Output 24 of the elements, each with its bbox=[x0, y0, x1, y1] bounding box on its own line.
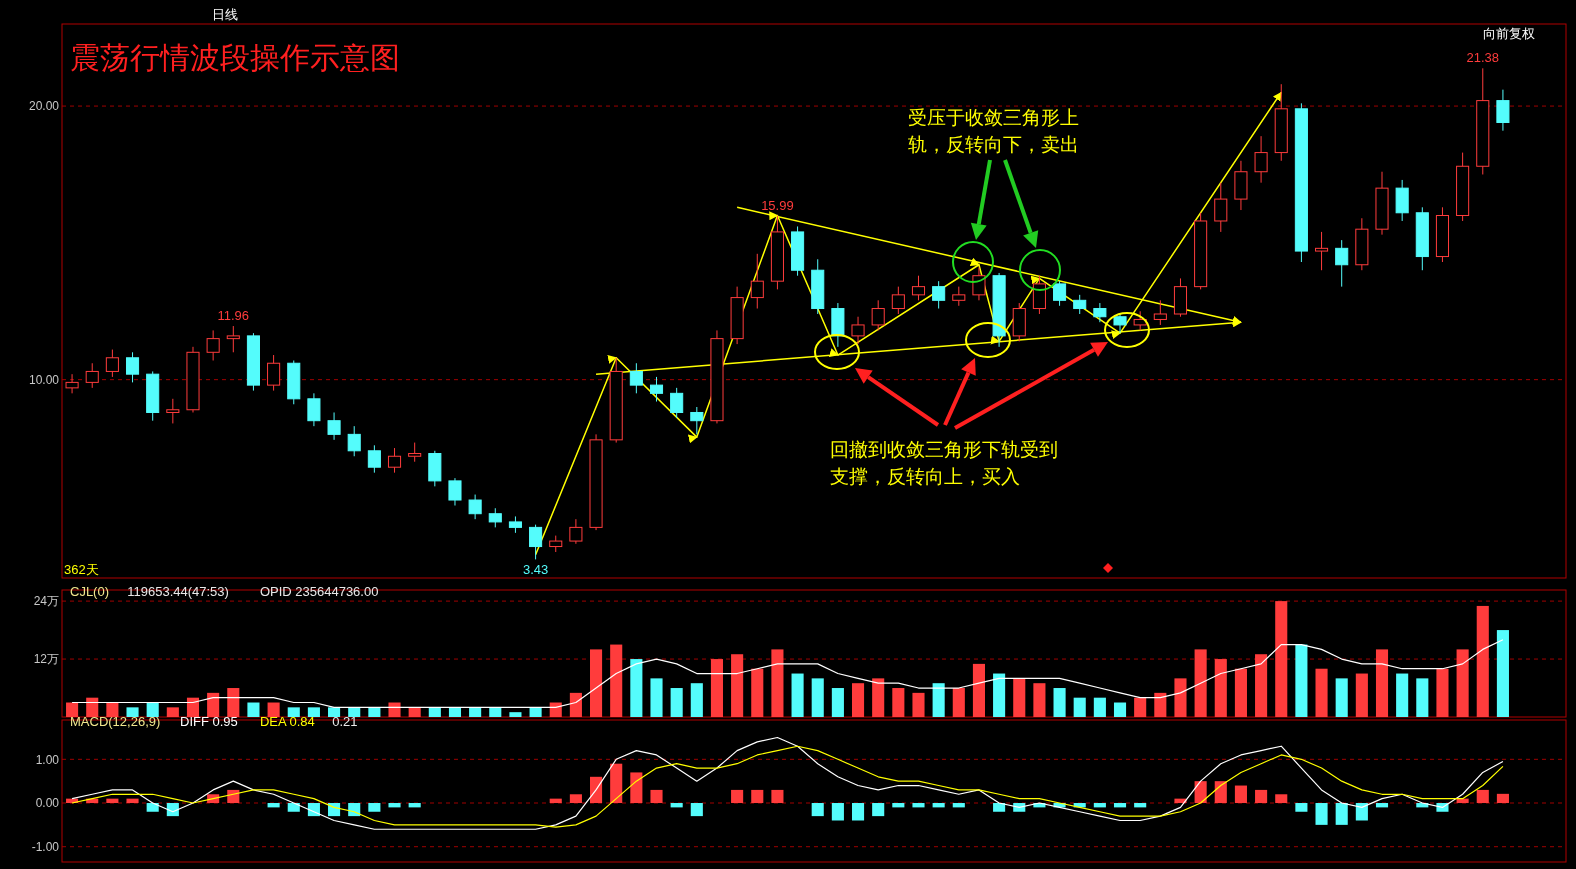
annotation: 受压于收敛三角形上轨，反转向下，卖出 bbox=[908, 107, 1079, 155]
y-tick-label: 0.00 bbox=[35, 796, 60, 811]
chart-title: MACD(12,26,9) bbox=[70, 714, 161, 729]
chart-title: CJL(0) bbox=[70, 584, 110, 599]
annotation: 362天 bbox=[64, 562, 99, 577]
text: 日线 bbox=[212, 7, 238, 22]
annotation: 11.96 bbox=[217, 308, 250, 324]
annotation: 3.43 bbox=[522, 562, 549, 578]
y-tick-label: 12万 bbox=[33, 652, 59, 667]
annotation: 15.99 bbox=[761, 197, 794, 213]
text: DEA 0.84 bbox=[259, 714, 315, 729]
annotation: 0.21 bbox=[332, 714, 358, 729]
annotation: 向前复权 bbox=[1483, 26, 1535, 41]
y-tick-label: 1.00 bbox=[35, 752, 60, 767]
annotation: 回撤到收敛三角形下轨受到支撑，反转向上，买入 bbox=[830, 439, 1058, 487]
text: 震荡行情波段操作示意图 bbox=[70, 41, 400, 74]
text: DIFF 0.95 bbox=[180, 714, 238, 729]
y-tick-label: 20.00 bbox=[28, 99, 60, 114]
annotation: OPID 235644736.00 bbox=[259, 584, 379, 599]
annotation: 119653.44(47:53) bbox=[127, 584, 229, 599]
y-tick-label: -1.00 bbox=[31, 839, 60, 854]
y-tick-label: 10.00 bbox=[28, 372, 60, 387]
y-tick-label: 24万 bbox=[33, 594, 59, 609]
annotation: 21.38 bbox=[1466, 50, 1500, 66]
